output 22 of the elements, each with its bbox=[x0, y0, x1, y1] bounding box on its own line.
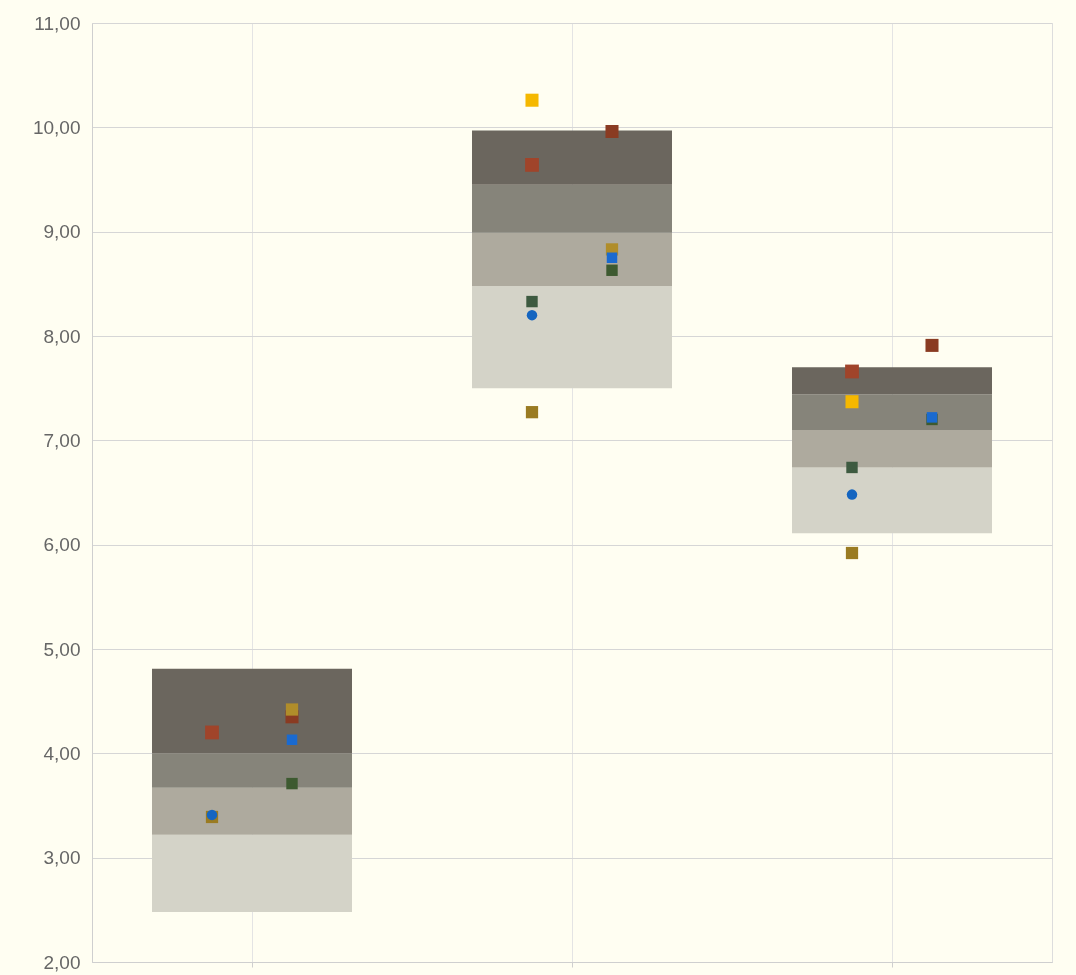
y-tick-label: 2,00 bbox=[43, 951, 81, 973]
y-tick-label: 9,00 bbox=[43, 221, 81, 243]
y-tick-label: 6,00 bbox=[43, 534, 81, 556]
bar bbox=[472, 130, 672, 185]
bar bbox=[472, 184, 672, 233]
bar bbox=[472, 232, 672, 286]
bar bbox=[792, 367, 992, 395]
bar bbox=[152, 787, 352, 835]
bar bbox=[152, 834, 352, 912]
y-tick-label: 10,00 bbox=[32, 116, 81, 138]
y-tick-label: 4,00 bbox=[43, 742, 81, 764]
y-tick-label: 11,00 bbox=[34, 12, 81, 34]
y-tick-label: 7,00 bbox=[43, 429, 81, 451]
y-tick-label: 5,00 bbox=[43, 638, 81, 660]
y-tick-label: 8,00 bbox=[43, 325, 81, 347]
bar bbox=[792, 429, 992, 468]
y-tick-label: 3,00 bbox=[43, 847, 81, 869]
bar bbox=[152, 668, 352, 754]
bar bbox=[792, 394, 992, 430]
bar bbox=[472, 285, 672, 389]
bar bbox=[152, 753, 352, 788]
bar bbox=[792, 467, 992, 534]
